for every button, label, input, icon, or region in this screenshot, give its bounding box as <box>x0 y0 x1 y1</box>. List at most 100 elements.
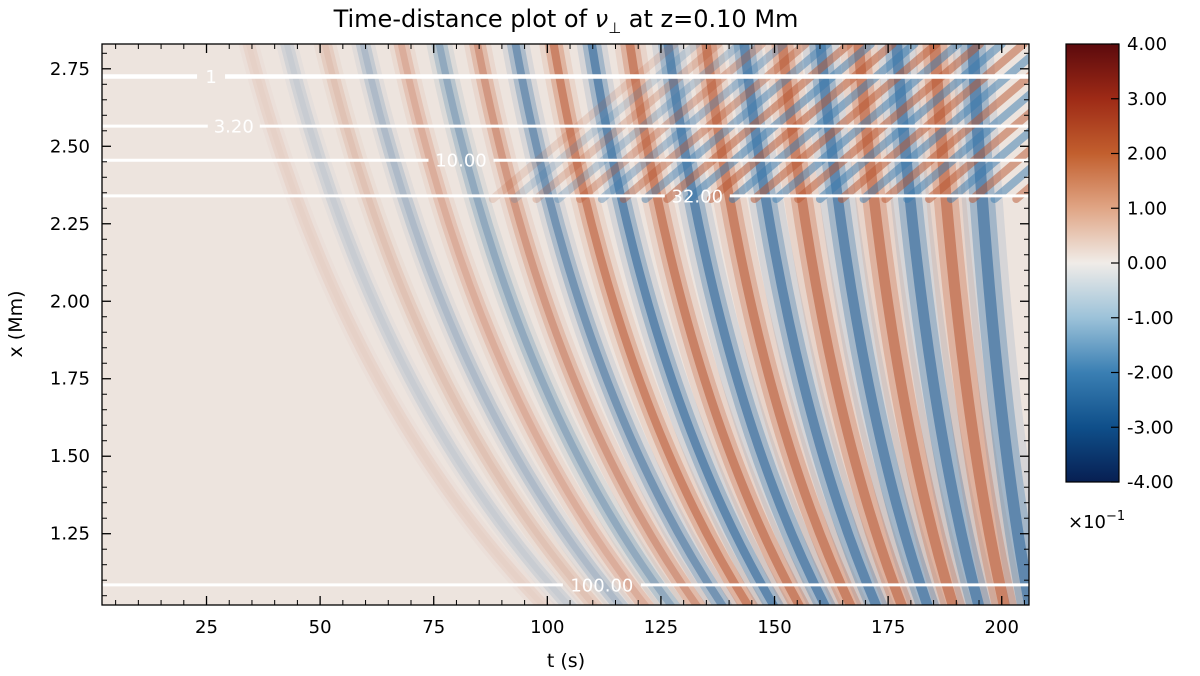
contour-label: 1 <box>205 67 216 88</box>
wave-band-negative <box>501 44 739 605</box>
wave-band-negative <box>351 44 635 605</box>
top-wave-stripe-negative <box>510 44 701 203</box>
wave-band-positive-core <box>469 44 707 605</box>
x-tick-label: 125 <box>644 617 678 638</box>
wave-band-positive <box>463 44 713 605</box>
top-wave-stripe-negative <box>903 89 1029 203</box>
wave-band-positive-peak <box>321 44 598 605</box>
wave-band-positive <box>313 44 609 605</box>
y-tick-label: 1.25 <box>50 524 90 545</box>
colorbar-tick-label: 0.00 <box>1127 253 1167 274</box>
top-wave-stripe-positive <box>968 145 1029 203</box>
top-wave-stripe-negative <box>554 44 744 203</box>
contour-label: 32.00 <box>672 186 724 207</box>
wave-band-negative-core <box>733 44 888 605</box>
x-tick-label: 175 <box>871 617 905 638</box>
y-axis-label: x (Mm) <box>5 290 27 357</box>
y-tick-label: 2.75 <box>50 59 90 80</box>
wave-band-negative <box>275 44 583 605</box>
x-tick-label: 200 <box>985 617 1019 638</box>
wave-band-negative <box>651 44 843 605</box>
wave-band-negative-core <box>884 44 992 605</box>
wave-band-negative-peak <box>739 44 882 605</box>
title-symbol-sub: ⊥ <box>608 19 621 37</box>
colorbar: 4.00 3.00 2.00 1.00 0.00 -1.00 -2.00 -3.00 -4.00… <box>1065 34 1174 533</box>
top-wave-stripe-negative <box>728 44 919 203</box>
wave-band-negative-core <box>582 44 785 605</box>
top-wave-stripe-negative <box>815 44 1006 203</box>
title-symbol: ν <box>595 5 608 33</box>
wave-band-negative <box>726 44 895 605</box>
top-wave-stripe-positive <box>837 44 1028 203</box>
wave-band-positive-peak <box>777 44 907 605</box>
top-wave-stripe-positive <box>881 71 1029 203</box>
x-axis-ticks: 25 50 75 100 125 150 175 200 <box>115 44 1025 638</box>
colorbar-tick-label: -4.00 <box>1127 472 1174 493</box>
x-axis-label: t (s) <box>547 650 585 672</box>
colorbar-multiplier-exp: −1 <box>1106 509 1125 524</box>
top-wave-stripe-positive <box>794 44 984 203</box>
x-tick-label: 25 <box>195 617 218 638</box>
top-wave-stripe-negative <box>772 44 963 203</box>
wave-band-negative-peak <box>663 44 830 605</box>
top-wave-stripe-positive <box>663 44 854 203</box>
heatmap-plot-area: 1 3.20 10.00 32.00 100.00 <box>102 44 1029 605</box>
wave-band-positive <box>388 44 661 605</box>
top-wave-stripe-positive <box>532 44 723 203</box>
wave-band-negative-peak <box>359 44 624 605</box>
colorbar-tick-label: -3.00 <box>1127 417 1174 438</box>
y-tick-label: 2.50 <box>50 136 90 157</box>
y-tick-label: 1.75 <box>50 369 90 390</box>
colorbar-multiplier: ×10−1 <box>1068 509 1125 533</box>
wave-band-negative-peak <box>891 44 985 605</box>
x-tick-label: 75 <box>422 617 445 638</box>
wave-band-positive-core <box>544 44 759 605</box>
wave-band-positive-peak <box>473 44 702 605</box>
colorbar-tick-label: 3.00 <box>1127 89 1167 110</box>
wave-pattern-layer <box>242 44 1029 605</box>
wave-band-positive-core <box>242 44 552 605</box>
top-wave-stripe-positive <box>925 108 1029 203</box>
colorbar-tick-label: 2.00 <box>1127 144 1167 165</box>
wave-band-negative-core <box>506 44 733 605</box>
wave-band-negative-core <box>431 44 681 605</box>
top-wave-stripe-negative <box>859 52 1029 203</box>
colorbar-tick-label: 4.00 <box>1127 34 1167 55</box>
colorbar-ticks: 4.00 3.00 2.00 1.00 0.00 -1.00 -2.00 -3.00 -4.00 <box>1111 34 1174 493</box>
y-tick-label: 2.00 <box>50 291 90 312</box>
wave-band-positive-peak <box>397 44 650 605</box>
wave-band-negative <box>877 44 999 605</box>
top-wave-stripe-positive <box>706 44 897 203</box>
wave-band-negative-peak <box>283 44 573 605</box>
wave-band-negative-peak <box>511 44 727 605</box>
title-prefix: Time-distance plot of <box>333 5 595 33</box>
contour-label: 3.20 <box>214 117 254 138</box>
wave-band-positive <box>689 44 869 605</box>
top-wave-stripe-negative <box>685 44 875 203</box>
wave-band-negative-core <box>280 44 578 605</box>
wave-band-negative-peak <box>435 44 676 605</box>
wave-band-positive-peak <box>549 44 753 605</box>
wave-band-positive-peak <box>625 44 805 605</box>
plot-frame <box>101 43 1030 606</box>
wave-band-negative-core <box>355 44 629 605</box>
top-wave-stripe-positive <box>750 44 941 203</box>
wave-band-negative-peak <box>587 44 779 605</box>
top-wave-stripe-negative <box>990 164 1029 203</box>
y-tick-label: 1.50 <box>50 446 90 467</box>
colorbar-tick-label: 1.00 <box>1127 198 1167 219</box>
title-suffix: at z=0.10 Mm <box>621 5 798 33</box>
x-tick-label: 100 <box>530 617 564 638</box>
wave-band-positive-core <box>317 44 604 605</box>
top-wave-stripe-negative <box>946 127 1029 203</box>
wave-band-negative-core <box>657 44 836 605</box>
y-tick-label: 2.25 <box>50 214 90 235</box>
x-tick-label: 50 <box>309 617 332 638</box>
wave-band-negative <box>576 44 791 605</box>
wave-band-positive-core <box>393 44 655 605</box>
wave-band-positive-core <box>771 44 914 605</box>
colorbar-gradient <box>1065 43 1120 483</box>
contour-layer: 1 3.20 10.00 32.00 100.00 <box>102 67 1029 596</box>
wave-band-positive <box>614 44 817 605</box>
